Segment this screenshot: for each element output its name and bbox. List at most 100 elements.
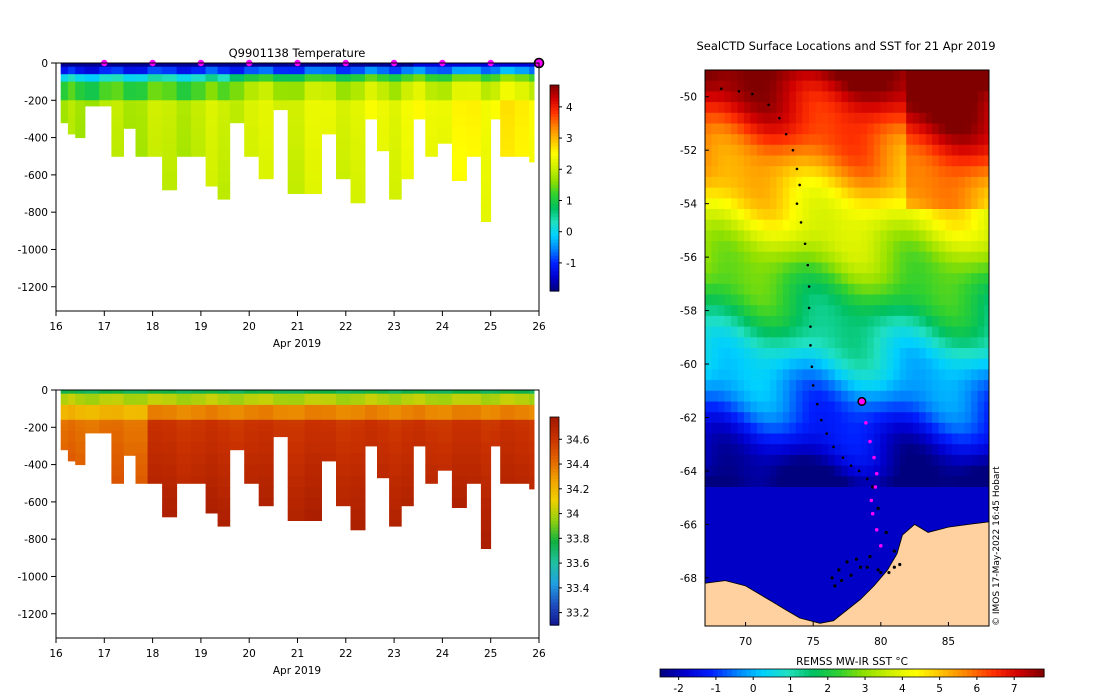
colorbar-swatch	[550, 110, 559, 115]
sst-cell	[867, 412, 875, 424]
sst-cell	[737, 166, 745, 178]
sst-cell	[789, 283, 797, 296]
sst-cell	[756, 91, 764, 103]
colorbar-swatch	[698, 669, 704, 677]
sst-cell	[808, 176, 816, 189]
temperature-cell	[321, 104, 337, 116]
salinity-cell	[466, 423, 482, 428]
salinity-cell	[401, 453, 414, 466]
colorbar-tick-label: -2	[673, 683, 683, 695]
sst-cell	[795, 134, 803, 146]
temperature-cell	[67, 77, 76, 83]
sst-cell	[705, 219, 713, 231]
sst-cell	[705, 166, 713, 178]
salinity-cell	[425, 408, 438, 413]
sst-cell	[802, 476, 810, 488]
sst-cell	[925, 144, 933, 157]
salinity-cell	[377, 442, 390, 454]
lat-tick-label: -64	[680, 466, 697, 478]
sst-cell	[776, 358, 784, 370]
sst-cell	[945, 369, 953, 381]
salinity-cell	[514, 397, 530, 402]
colorbar-swatch	[550, 589, 559, 594]
sst-cell	[899, 326, 907, 338]
temperature-cell	[425, 66, 438, 71]
temperature-cell	[75, 77, 86, 83]
sst-cell	[756, 444, 764, 456]
sst-cell	[880, 497, 888, 509]
sst-cell	[750, 251, 758, 264]
temperature-cell	[258, 126, 274, 139]
sst-cell	[711, 572, 719, 584]
sst-cell	[828, 315, 836, 328]
sst-cell	[737, 219, 745, 231]
salinity-cell	[191, 442, 207, 454]
sst-cell	[834, 176, 842, 189]
salinity-cell	[425, 397, 438, 402]
sst-cell	[932, 348, 940, 360]
salinity-cell	[191, 475, 207, 484]
temperature-cell	[162, 63, 178, 68]
track-point	[778, 116, 781, 120]
sst-cell	[834, 465, 842, 477]
sst-cell	[880, 444, 888, 456]
sst-cell	[815, 294, 823, 306]
sst-cell	[756, 70, 764, 82]
salinity-cell	[287, 390, 306, 395]
sst-cell	[769, 519, 777, 531]
salinity-cell	[123, 412, 136, 417]
temperature-cell	[217, 137, 231, 150]
lat-tick-label: -50	[680, 92, 697, 104]
colorbar-swatch	[550, 142, 559, 147]
sst-cell	[808, 422, 816, 435]
sst-cell	[828, 230, 836, 242]
sst-cell	[821, 583, 829, 595]
sst-cell	[802, 176, 810, 189]
salinity-cell	[377, 464, 390, 477]
temperature-cell	[205, 137, 219, 150]
sst-cell	[977, 102, 985, 114]
salinity-cell	[258, 416, 274, 421]
sst-cell	[919, 487, 927, 499]
sst-cell	[958, 444, 966, 456]
colorbar-swatch	[550, 271, 559, 276]
colorbar-swatch	[909, 669, 915, 677]
sst-cell	[763, 390, 771, 403]
sst-cell	[789, 369, 797, 381]
sst-cell	[763, 241, 771, 253]
sst-cell	[873, 497, 881, 509]
sst-cell	[776, 283, 784, 296]
sst-cell	[743, 70, 751, 82]
temperature-cell	[111, 100, 124, 105]
sst-cell	[938, 219, 946, 231]
sst-cell	[808, 187, 816, 199]
sst-cell	[756, 283, 764, 296]
salinity-cell	[500, 419, 516, 424]
salinity-cell	[205, 427, 219, 432]
salinity-cell	[350, 487, 366, 499]
salinity-cell	[111, 397, 124, 402]
sst-cell	[802, 572, 810, 584]
salinity-cell	[514, 401, 530, 406]
sst-cell	[841, 166, 849, 178]
sst-cell	[789, 572, 797, 584]
sst-cell	[925, 123, 933, 135]
salinity-cell	[258, 498, 274, 507]
temperature-cell	[162, 100, 178, 105]
temperature-cell	[389, 96, 402, 101]
sst-cell	[912, 358, 920, 370]
sst-cell	[763, 326, 771, 338]
sst-cell	[769, 508, 777, 520]
sst-cell	[899, 80, 907, 92]
sst-cell	[854, 209, 862, 221]
sst-cell	[886, 454, 894, 467]
sst-cell	[782, 444, 790, 456]
sst-cell	[873, 80, 881, 92]
sst-cell	[880, 519, 888, 531]
sst-cell	[782, 305, 790, 317]
salinity-cell	[350, 464, 366, 477]
sst-cell	[841, 444, 849, 456]
sst-cell	[847, 219, 855, 231]
sst-cell	[873, 315, 881, 328]
